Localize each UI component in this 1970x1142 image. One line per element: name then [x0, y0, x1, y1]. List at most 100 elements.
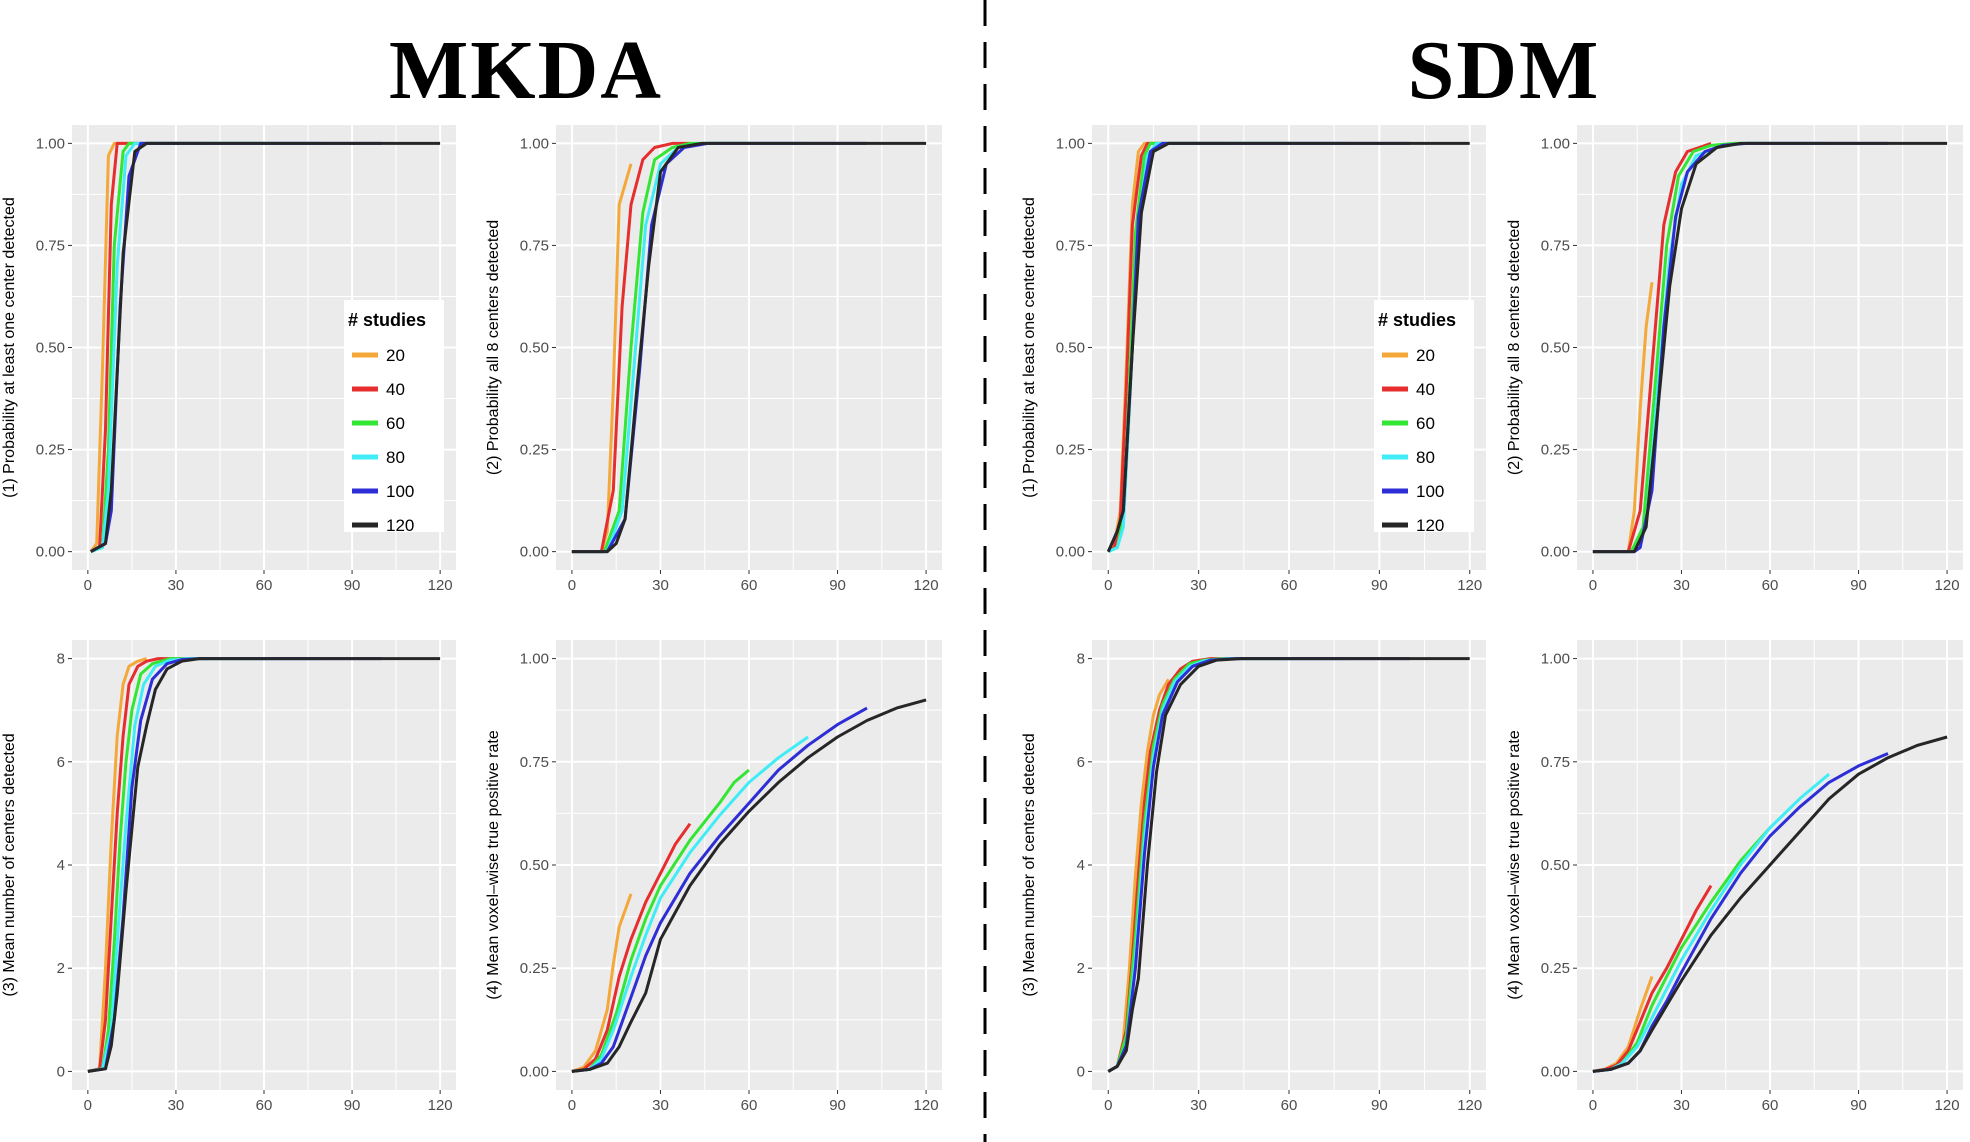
series-line-80 — [571, 735, 809, 1073]
x-tick-label: 120 — [1935, 1097, 1960, 1114]
series-line-20 — [87, 657, 148, 1073]
y-tick-label: 0.50 — [520, 857, 549, 874]
chart-svg: 0 30 60 90 120 0 2 4 6 8 (3) Mean number of center… — [1, 640, 456, 1114]
x-tick-label: 120 — [428, 577, 453, 594]
section-divider — [983, 0, 987, 1142]
legend-label-20: 20 — [1416, 346, 1435, 365]
legend-label-80: 80 — [1416, 448, 1435, 467]
y-tick-label: 0.75 — [1541, 754, 1570, 771]
y-tick-label: 1.00 — [36, 135, 65, 152]
x-tick-label: 60 — [256, 577, 273, 594]
legend-label-80: 80 — [386, 448, 405, 467]
x-tick-label: 30 — [1190, 577, 1207, 594]
x-tick-label: 120 — [428, 1097, 453, 1114]
y-axis-title: (3) Mean number of centers detected — [1, 733, 18, 996]
series-line-40 — [87, 657, 206, 1073]
x-tick-label: 60 — [1762, 1097, 1779, 1114]
y-tick-label: 0.50 — [1541, 340, 1570, 357]
series-line-40 — [1107, 141, 1229, 553]
series-line-120 — [87, 657, 441, 1073]
x-tick-label: 30 — [1673, 1097, 1690, 1114]
x-tick-label: 30 — [1673, 577, 1690, 594]
y-tick-label: 0.00 — [520, 1063, 549, 1080]
x-tick-label: 0 — [1104, 1097, 1112, 1114]
y-tick-label: 1.00 — [520, 135, 549, 152]
chart-panel-sdm-4: 0 30 60 90 120 0.00 0.25 0.50 0.75 1.00 (4) Mean v… — [1505, 640, 1967, 1130]
y-tick-label: 0.75 — [520, 754, 549, 771]
x-tick-label: 90 — [1850, 577, 1867, 594]
chart-svg: 0 30 60 90 120 0.00 0.25 0.50 0.75 1.00 (2) Probab… — [1506, 125, 1963, 594]
series-line-120 — [1592, 735, 1948, 1073]
y-tick-label: 0.25 — [1541, 960, 1570, 977]
x-tick-label: 120 — [914, 1097, 939, 1114]
x-tick-label: 60 — [1281, 1097, 1298, 1114]
series-line-80 — [1592, 773, 1830, 1073]
series-line-120 — [1592, 141, 1948, 554]
y-tick-label: 8 — [57, 651, 65, 668]
x-tick-label: 90 — [344, 577, 361, 594]
y-tick-label: 2 — [57, 960, 65, 977]
x-tick-label: 60 — [741, 577, 758, 594]
y-tick-label: 0.00 — [36, 544, 65, 561]
y-tick-label: 0.25 — [1056, 442, 1085, 459]
y-tick-label: 0.25 — [520, 442, 549, 459]
x-tick-label: 60 — [1281, 577, 1298, 594]
y-tick-label: 0.00 — [520, 544, 549, 561]
chart-svg: 0 30 60 90 120 0.00 0.25 0.50 0.75 1.00 (1) Probab… — [1021, 125, 1486, 594]
x-tick-label: 120 — [1935, 577, 1960, 594]
x-tick-label: 0 — [84, 1097, 92, 1114]
series-line-40 — [571, 822, 692, 1073]
series-line-40 — [571, 141, 690, 554]
legend-label-20: 20 — [386, 346, 405, 365]
x-tick-label: 30 — [168, 1097, 185, 1114]
chart-panel-mkda-3: 0 30 60 90 120 0 2 4 6 8 (3) Mean number of center… — [0, 640, 460, 1130]
y-tick-label: 0 — [57, 1063, 65, 1080]
y-axis-title: (3) Mean number of centers detected — [1021, 733, 1038, 996]
y-axis-title: (1) Probability at least one center dete… — [1, 197, 18, 498]
x-tick-label: 30 — [652, 1097, 669, 1114]
legend: # studies 20 40 60 80 100 120 — [344, 300, 444, 535]
y-tick-label: 4 — [57, 857, 65, 874]
series-line-120 — [90, 141, 441, 553]
y-tick-label: 0.25 — [520, 960, 549, 977]
y-tick-label: 0.00 — [1541, 1063, 1570, 1080]
y-axis-title: (1) Probability at least one center dete… — [1021, 197, 1038, 498]
y-tick-label: 2 — [1077, 960, 1085, 977]
y-tick-label: 0.50 — [520, 340, 549, 357]
series-line-60 — [571, 141, 749, 554]
x-tick-label: 0 — [1589, 577, 1597, 594]
x-tick-label: 120 — [914, 577, 939, 594]
y-tick-label: 1.00 — [520, 651, 549, 668]
x-tick-label: 90 — [829, 1097, 846, 1114]
y-tick-label: 0.75 — [1056, 237, 1085, 254]
y-tick-label: 0.50 — [36, 340, 65, 357]
series-line-100 — [571, 706, 868, 1073]
chart-svg: 0 30 60 90 120 0.00 0.25 0.50 0.75 1.00 (2) Probab… — [485, 125, 942, 594]
x-tick-label: 60 — [741, 1097, 758, 1114]
x-tick-label: 90 — [1850, 1097, 1867, 1114]
series-line-80 — [90, 141, 323, 554]
chart-panel-mkda-2: 0 30 60 90 120 0.00 0.25 0.50 0.75 1.00 (2) Probab… — [484, 125, 946, 610]
chart-svg: 0 30 60 90 120 0.00 0.25 0.50 0.75 1.00 (4) Mean v… — [1506, 640, 1963, 1114]
chart-svg: 0 30 60 90 120 0.00 0.25 0.50 0.75 1.00 (4) Mean v… — [485, 640, 942, 1114]
y-axis-title: (2) Probability all 8 centers detected — [485, 220, 502, 475]
x-tick-label: 60 — [256, 1097, 273, 1114]
legend-label-40: 40 — [386, 380, 405, 399]
x-tick-label: 120 — [1457, 577, 1482, 594]
series-line-20 — [571, 893, 633, 1073]
chart-panel-sdm-3: 0 30 60 90 120 0 2 4 6 8 (3) Mean number of center… — [1020, 640, 1490, 1130]
y-tick-label: 0.50 — [1541, 857, 1570, 874]
series-line-120 — [1107, 657, 1470, 1073]
y-axis-title: (2) Probability all 8 centers detected — [1506, 220, 1523, 475]
y-tick-label: 0.50 — [1056, 340, 1085, 357]
x-tick-label: 30 — [168, 577, 185, 594]
y-tick-label: 6 — [57, 754, 65, 771]
section-title-mkda: MKDA — [389, 24, 663, 117]
x-tick-label: 90 — [344, 1097, 361, 1114]
series-line-120 — [571, 698, 927, 1073]
series-line-120 — [1106, 141, 1470, 553]
x-tick-label: 0 — [1589, 1097, 1597, 1114]
legend: # studies 20 40 60 80 100 120 — [1374, 300, 1474, 535]
y-tick-label: 0.00 — [1541, 544, 1570, 561]
legend-label-60: 60 — [1416, 414, 1435, 433]
